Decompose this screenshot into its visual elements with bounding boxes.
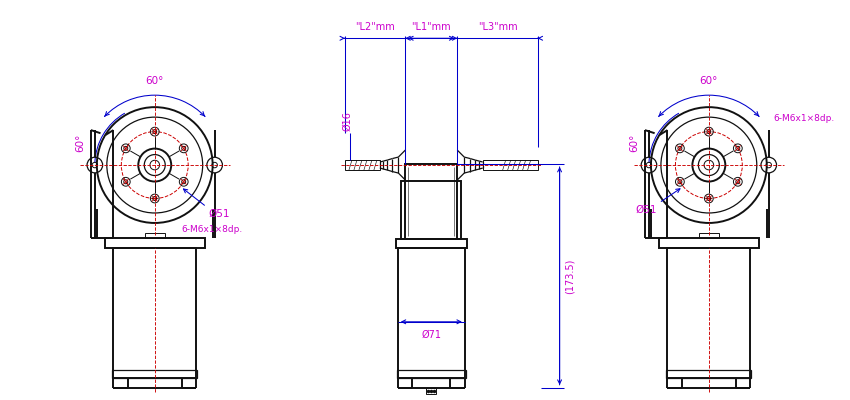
Text: Ø51: Ø51	[208, 209, 230, 219]
Text: Ø71: Ø71	[422, 330, 441, 340]
Text: 6-M6x1×8dp.: 6-M6x1×8dp.	[774, 114, 835, 123]
Bar	[405, 164, 457, 239]
Bar	[666, 370, 751, 378]
Text: 60°: 60°	[629, 134, 639, 152]
Bar	[401, 181, 462, 239]
Bar	[345, 160, 380, 170]
Bar	[667, 248, 751, 378]
Bar	[659, 238, 759, 248]
Text: "L3"mm: "L3"mm	[478, 22, 518, 32]
Text: (173.5): (173.5)	[564, 258, 575, 294]
Text: "L2"mm: "L2"mm	[355, 22, 395, 32]
Text: Ø16: Ø16	[342, 111, 352, 131]
Bar	[112, 370, 197, 378]
Text: 6-M6x1×8dp.: 6-M6x1×8dp.	[182, 225, 243, 234]
Bar	[105, 238, 205, 248]
Bar	[144, 233, 165, 238]
Text: "L1"mm: "L1"mm	[411, 22, 451, 32]
Bar	[398, 248, 465, 378]
Text: 60°: 60°	[75, 134, 85, 152]
Bar	[396, 239, 467, 248]
Bar	[397, 370, 466, 378]
Text: Ø51: Ø51	[636, 205, 657, 215]
Text: 60°: 60°	[700, 76, 718, 86]
Text: 60°: 60°	[145, 76, 164, 86]
Bar	[483, 160, 538, 170]
Bar	[699, 233, 719, 238]
Bar	[427, 388, 436, 394]
Bar	[113, 248, 196, 378]
